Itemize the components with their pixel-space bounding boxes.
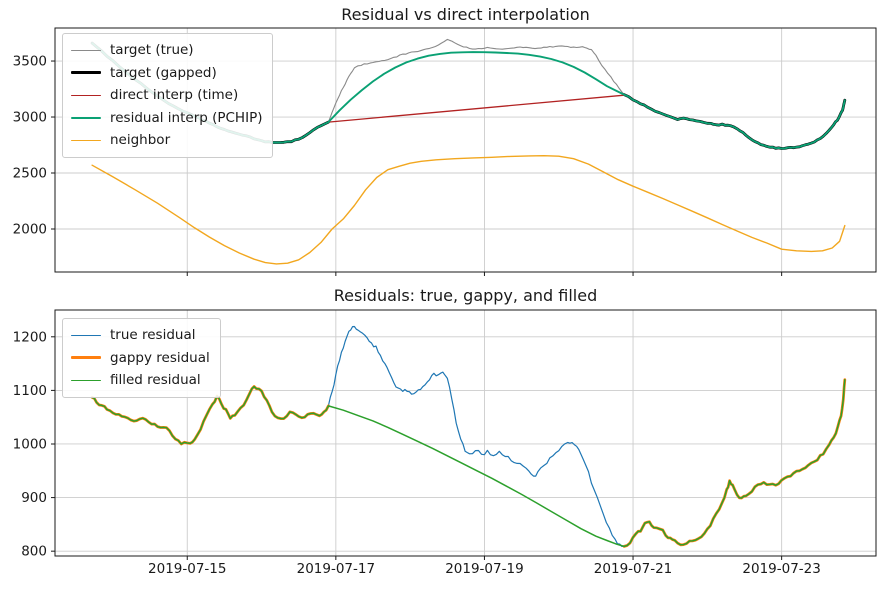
legend-line-sample [71, 379, 101, 381]
legend-label: gappy residual [110, 349, 210, 366]
x-tick-label: 2019-07-15 [148, 561, 226, 577]
x-tick-label: 2019-07-19 [445, 561, 523, 577]
bottom-chart-legend: true residual gappy residual filled residu… [62, 318, 221, 398]
plot-frame [54, 309, 877, 557]
y-tick-label: 800 [21, 544, 47, 560]
y-tick-label: 1200 [13, 329, 47, 345]
y-tick-label: 2500 [13, 166, 47, 182]
y-tick-label: 3000 [13, 110, 47, 126]
legend-item: neighbor [71, 129, 262, 152]
legend-item: filled residual [71, 369, 210, 392]
x-tick-label: 2019-07-21 [594, 561, 672, 577]
legend-label: neighbor [110, 132, 171, 149]
series-neighbor [91, 155, 846, 265]
series-gappy-residual [90, 378, 847, 548]
legend-item: residual interp (PCHIP) [71, 107, 262, 130]
legend-label: direct interp (time) [110, 87, 239, 104]
legend-label: filled residual [110, 372, 201, 389]
legend-label: true residual [110, 327, 196, 344]
legend-line-sample [71, 71, 101, 75]
legend-label: residual interp (PCHIP) [110, 109, 263, 126]
x-tick-label: 2019-07-23 [742, 561, 820, 577]
legend-item: gappy residual [71, 347, 210, 370]
top-chart-title: Residual vs direct interpolation [341, 5, 590, 24]
series-direct-interp-time- [327, 94, 625, 123]
y-tick-label: 2000 [13, 222, 47, 238]
y-tick-label: 900 [21, 490, 47, 506]
y-tick-label: 3500 [13, 54, 47, 70]
legend-item: direct interp (time) [71, 84, 262, 107]
legend-line-sample [71, 334, 101, 336]
legend-item: target (gapped) [71, 62, 262, 85]
bottom-chart-title: Residuals: true, gappy, and filled [333, 286, 598, 305]
x-tick-label: 2019-07-17 [297, 561, 375, 577]
top-chart-legend: target (true) target (gapped) direct inter… [62, 33, 274, 158]
legend-line-sample [71, 356, 101, 360]
y-tick-label: 1000 [13, 436, 47, 452]
legend-line-sample [71, 94, 101, 96]
legend-line-sample [71, 49, 101, 51]
legend-line-sample [71, 116, 101, 119]
plot-frame [54, 27, 877, 273]
legend-item: target (true) [71, 39, 262, 62]
legend-label: target (true) [110, 42, 194, 59]
series-filled-residual [91, 378, 846, 548]
y-tick-label: 1100 [13, 383, 47, 399]
legend-item: true residual [71, 324, 210, 347]
legend-label: target (gapped) [110, 64, 217, 81]
legend-line-sample [71, 139, 101, 141]
